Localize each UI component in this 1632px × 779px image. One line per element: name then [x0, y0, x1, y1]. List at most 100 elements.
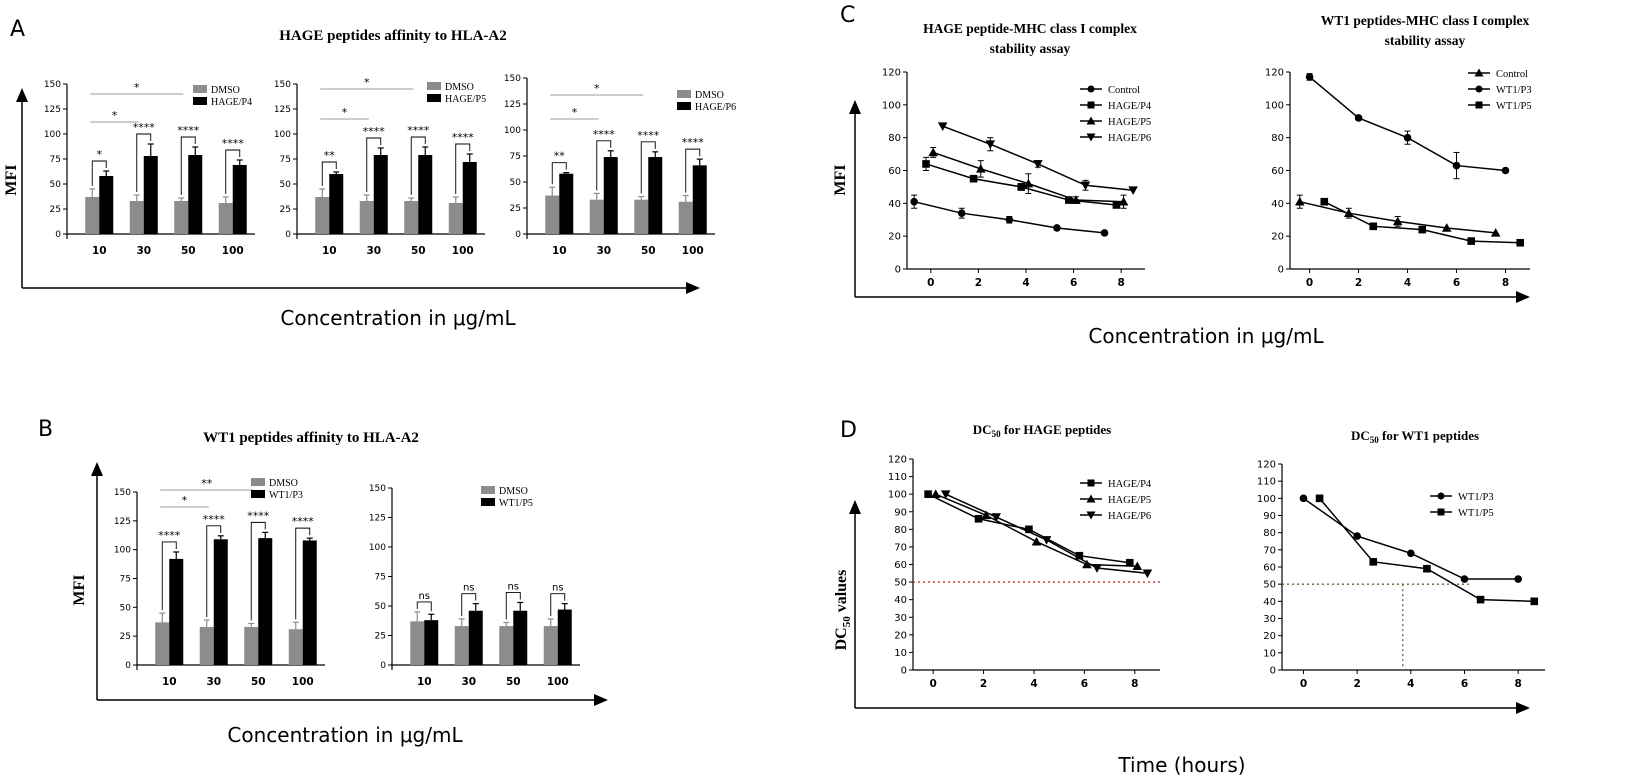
data-point — [1294, 196, 1305, 206]
y-tick-label: 125 — [369, 514, 386, 524]
data-point — [1299, 494, 1308, 503]
y-tick-label: 50 — [120, 603, 132, 613]
significance-label: **** — [363, 125, 386, 138]
bar — [329, 174, 344, 234]
x-tick-label: 10 — [322, 245, 337, 257]
y-tick-label: 90 — [894, 507, 907, 518]
significance-bracket — [551, 162, 567, 185]
y-tick-label: 0 — [125, 661, 131, 671]
legend-swatch — [677, 102, 691, 110]
x-tick-label: 100 — [452, 245, 474, 257]
y-tick-label: 110 — [888, 472, 907, 483]
y-tick-label: 0 — [1278, 265, 1284, 276]
x-tick-label: 100 — [682, 245, 704, 257]
bar — [302, 540, 317, 665]
x-tick-label: 2 — [980, 678, 987, 690]
y-tick-label: 80 — [1271, 133, 1284, 144]
data-point — [1092, 564, 1102, 573]
bar — [155, 622, 170, 665]
bar — [634, 199, 649, 234]
y-tick-label: 150 — [114, 488, 131, 498]
y-tick-label: 40 — [894, 595, 907, 606]
data-point — [1082, 559, 1092, 569]
x-tick-label: 6 — [1081, 678, 1088, 690]
y-tick-label: 0 — [285, 230, 291, 240]
significance-label: **** — [682, 136, 705, 149]
panel-b-title: WT1 peptides affinity to HLA-A2 — [203, 430, 419, 446]
x-tick-label: 0 — [1300, 678, 1307, 690]
data-point — [981, 510, 991, 520]
y-tick-label: 120 — [1265, 68, 1284, 79]
y-tick-label: 50 — [510, 178, 522, 188]
bar — [410, 621, 425, 665]
bar — [559, 173, 574, 234]
legend-label: HAGE/P4 — [1108, 479, 1152, 490]
bar — [454, 626, 469, 665]
data-point — [985, 140, 996, 150]
y-tick-label: 60 — [888, 166, 901, 177]
x-tick-label: 0 — [927, 277, 934, 289]
data-point — [1142, 569, 1153, 579]
y-tick-label: 10 — [894, 648, 907, 659]
legend-marker — [1086, 116, 1096, 125]
significance-label: **** — [593, 128, 616, 141]
series-line — [1323, 201, 1521, 244]
significance-label: **** — [407, 124, 430, 137]
data-point — [1452, 161, 1461, 170]
y-tick-label: 40 — [1271, 199, 1284, 210]
significance-bracket — [206, 525, 222, 618]
panel-d-ylabel: DC50 values — [833, 570, 853, 651]
panel-a-yaxis-arrow — [16, 88, 28, 102]
panel-b-xaxis-arrow — [594, 694, 608, 706]
charts-layer: 025507510012515010*30****50****100******… — [44, 13, 1545, 690]
legend-label: HAGE/P6 — [695, 102, 736, 113]
chart-title: HAGE peptide-MHC class I complex — [923, 21, 1137, 36]
y-tick-label: 125 — [274, 105, 291, 115]
chart-title: stability assay — [1385, 33, 1466, 48]
y-tick-label: 0 — [55, 230, 61, 240]
data-point — [1041, 536, 1052, 545]
bar — [692, 165, 707, 234]
data-point — [1031, 536, 1042, 546]
x-tick-label: 30 — [206, 676, 221, 688]
data-point — [1407, 549, 1415, 558]
panel-letter-d: D — [840, 418, 857, 443]
significance-bracket — [161, 541, 177, 611]
data-point — [1033, 160, 1043, 169]
legend-label: HAGE/P5 — [1108, 495, 1151, 506]
x-tick-label: 10 — [417, 676, 432, 688]
data-point — [922, 160, 930, 168]
legend-label: WT1/P5 — [1496, 101, 1532, 112]
significance-bracket — [416, 601, 432, 612]
data-point — [1354, 114, 1363, 122]
x-tick-label: 4 — [1404, 277, 1411, 289]
legend-swatch — [677, 90, 691, 98]
bar-chart-b2: 0 25 50 75 100 125 150 10 ns 30 ns 50 ns 100 ns DMSOWT1… — [369, 484, 580, 688]
y-tick-label: 25 — [280, 205, 291, 215]
data-point — [974, 514, 983, 523]
significance-label: **** — [222, 137, 245, 150]
x-tick-label: 50 — [641, 245, 656, 257]
y-tick-label: 70 — [1263, 545, 1276, 556]
comparison-label: * — [342, 106, 348, 119]
comparison-label: * — [112, 109, 118, 122]
bar — [129, 201, 144, 234]
legend-marker — [1087, 101, 1095, 109]
x-tick-label: 30 — [366, 245, 381, 257]
data-point — [1005, 215, 1014, 224]
significance-label: **** — [247, 509, 270, 522]
chart-title: WT1 peptides-MHC class I complex — [1321, 13, 1530, 28]
legend-label: DMSO — [445, 82, 474, 93]
data-point — [1017, 183, 1026, 191]
y-tick-label: 25 — [510, 204, 521, 214]
legend-label: HAGE/P4 — [1108, 101, 1152, 112]
data-point — [937, 122, 948, 131]
bar — [603, 157, 618, 234]
legend-swatch — [427, 94, 441, 102]
legend-swatch — [427, 82, 441, 90]
data-point — [1501, 166, 1510, 175]
data-point — [1315, 494, 1324, 503]
significance-label: **** — [158, 529, 181, 542]
significance-bracket — [321, 161, 337, 186]
y-tick-label: 20 — [1271, 232, 1284, 243]
